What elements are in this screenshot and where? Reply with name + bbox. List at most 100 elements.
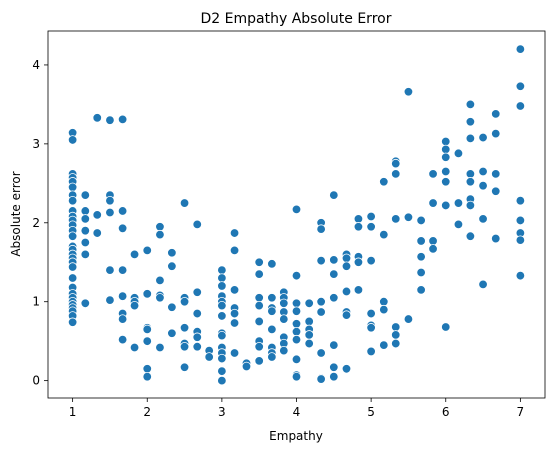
data-point xyxy=(241,361,252,372)
data-point xyxy=(391,169,401,179)
data-point xyxy=(192,308,202,319)
data-point xyxy=(478,166,488,177)
data-point xyxy=(155,275,165,286)
x-tick-label: 4 xyxy=(293,405,301,419)
data-point xyxy=(167,248,177,258)
data-point xyxy=(254,293,264,303)
data-point xyxy=(92,228,102,238)
data-point xyxy=(254,300,264,311)
data-point xyxy=(428,169,438,179)
x-tick-label: 7 xyxy=(517,405,525,419)
data-point xyxy=(67,317,78,327)
data-point xyxy=(353,222,364,232)
data-point xyxy=(391,338,401,349)
data-point xyxy=(329,293,339,303)
data-point xyxy=(204,352,214,362)
data-point xyxy=(329,190,339,200)
data-point xyxy=(441,144,451,155)
data-point xyxy=(117,223,128,234)
data-point xyxy=(366,222,376,232)
y-axis-label: Absolute error xyxy=(9,171,23,256)
data-point xyxy=(478,180,488,191)
data-point xyxy=(391,322,401,332)
data-point xyxy=(304,330,314,340)
data-point xyxy=(267,259,277,269)
y-tick-label: 4 xyxy=(32,58,40,72)
data-point xyxy=(441,166,451,177)
data-point xyxy=(142,324,152,335)
data-point xyxy=(217,300,227,311)
data-point xyxy=(291,371,302,382)
y-tick-label: 3 xyxy=(32,137,40,151)
data-point xyxy=(441,136,451,147)
data-point xyxy=(217,330,227,341)
data-point xyxy=(67,273,78,283)
data-point xyxy=(341,261,352,271)
data-point xyxy=(478,214,488,224)
data-point xyxy=(67,135,78,145)
data-point xyxy=(80,214,91,224)
data-point xyxy=(179,362,190,372)
data-point xyxy=(80,206,91,216)
data-point xyxy=(142,336,152,346)
data-point xyxy=(142,245,152,256)
data-point xyxy=(192,342,202,352)
data-point xyxy=(92,210,102,220)
data-point xyxy=(291,298,302,308)
data-point xyxy=(515,195,526,206)
data-point xyxy=(167,328,177,338)
x-axis-label: Empathy xyxy=(269,429,323,443)
x-tick-label: 6 xyxy=(442,405,450,419)
data-point xyxy=(366,255,376,266)
data-point xyxy=(316,297,326,307)
data-point xyxy=(67,231,78,241)
data-point xyxy=(441,200,451,211)
data-point xyxy=(341,253,352,263)
data-point xyxy=(416,215,426,226)
data-point xyxy=(329,340,339,350)
data-point xyxy=(491,233,501,244)
data-point xyxy=(428,244,438,254)
data-point xyxy=(291,204,302,215)
data-point xyxy=(379,229,389,240)
data-point xyxy=(353,285,364,295)
y-tick-label: 1 xyxy=(32,295,40,309)
data-point xyxy=(142,371,152,382)
data-point xyxy=(366,308,376,319)
data-point xyxy=(465,117,476,127)
data-point xyxy=(291,354,302,365)
data-point xyxy=(341,286,352,297)
data-point xyxy=(229,245,240,256)
x-axis: 1 2 3 4 5 6 7 xyxy=(69,398,524,419)
x-tick-label: 3 xyxy=(218,405,226,419)
data-point xyxy=(155,229,165,240)
data-point xyxy=(366,346,376,357)
data-point xyxy=(353,214,364,224)
data-point xyxy=(416,267,426,278)
data-point xyxy=(129,342,140,353)
data-point xyxy=(217,281,227,291)
data-point xyxy=(217,311,227,321)
data-point xyxy=(478,279,488,290)
data-point xyxy=(403,87,414,97)
data-point xyxy=(403,314,414,324)
data-point xyxy=(329,371,339,382)
data-point xyxy=(80,225,91,236)
data-point xyxy=(441,152,451,162)
data-point xyxy=(428,236,438,246)
data-point xyxy=(428,198,438,208)
data-point xyxy=(391,330,401,340)
data-point xyxy=(179,198,190,208)
data-point xyxy=(80,237,91,248)
data-point xyxy=(366,211,376,222)
data-point xyxy=(291,334,302,345)
data-point xyxy=(229,318,240,328)
data-point xyxy=(291,306,302,316)
data-point xyxy=(366,323,376,333)
data-point xyxy=(105,195,115,206)
points-layer xyxy=(67,44,526,386)
data-point xyxy=(403,212,414,222)
data-point xyxy=(329,362,339,372)
data-point xyxy=(80,298,91,308)
